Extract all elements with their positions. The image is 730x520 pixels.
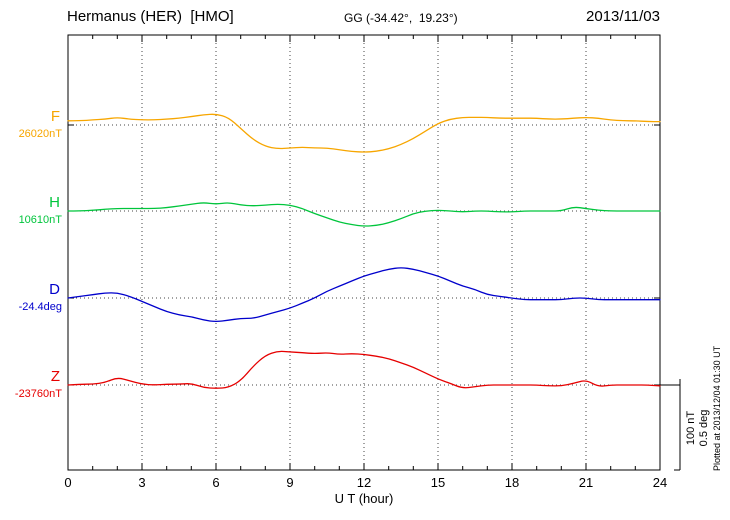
component-letter-D: D bbox=[49, 281, 60, 298]
x-tick-label: 24 bbox=[652, 475, 668, 490]
trace-D bbox=[67, 267, 661, 323]
x-tick-label: 0 bbox=[64, 475, 72, 490]
component-letter-F: F bbox=[50, 108, 60, 125]
x-tick-label: 6 bbox=[212, 475, 220, 490]
scale-label-nt: 100 nT bbox=[685, 410, 697, 446]
component-letter-Z: Z bbox=[50, 368, 60, 385]
x-tick-label: 12 bbox=[356, 475, 372, 490]
x-tick-label: 15 bbox=[430, 475, 446, 490]
x-tick-label: 3 bbox=[138, 475, 146, 490]
station-title: Hermanus (HER) [HMO] bbox=[67, 8, 234, 25]
trace-H bbox=[67, 202, 661, 227]
date-label: 2013/11/03 bbox=[586, 8, 660, 25]
component-baseline-Z: -23760nT bbox=[14, 388, 62, 400]
plotted-at-label: Plotted at 2013/12/04 01:30 UT bbox=[712, 345, 722, 471]
scale-bar-labels: 100 nT 0.5 deg bbox=[685, 397, 713, 459]
x-tick-label: 9 bbox=[286, 475, 294, 490]
scale-label-deg: 0.5 deg bbox=[698, 409, 710, 447]
component-baseline-F: 26020nT bbox=[18, 128, 62, 140]
component-baseline-D: -24.4deg bbox=[18, 301, 62, 313]
component-baseline-H: 10610nT bbox=[18, 214, 62, 226]
plot-border bbox=[67, 34, 661, 471]
x-axis-label: U T (hour) bbox=[334, 491, 394, 506]
x-tick-label: 21 bbox=[578, 475, 594, 490]
x-tick-label: 18 bbox=[504, 475, 520, 490]
trace-F bbox=[67, 113, 661, 153]
geo-coordinates: GG (-34.42°, 19.23°) bbox=[344, 11, 458, 25]
component-letter-H: H bbox=[49, 194, 60, 211]
trace-Z bbox=[67, 350, 661, 389]
